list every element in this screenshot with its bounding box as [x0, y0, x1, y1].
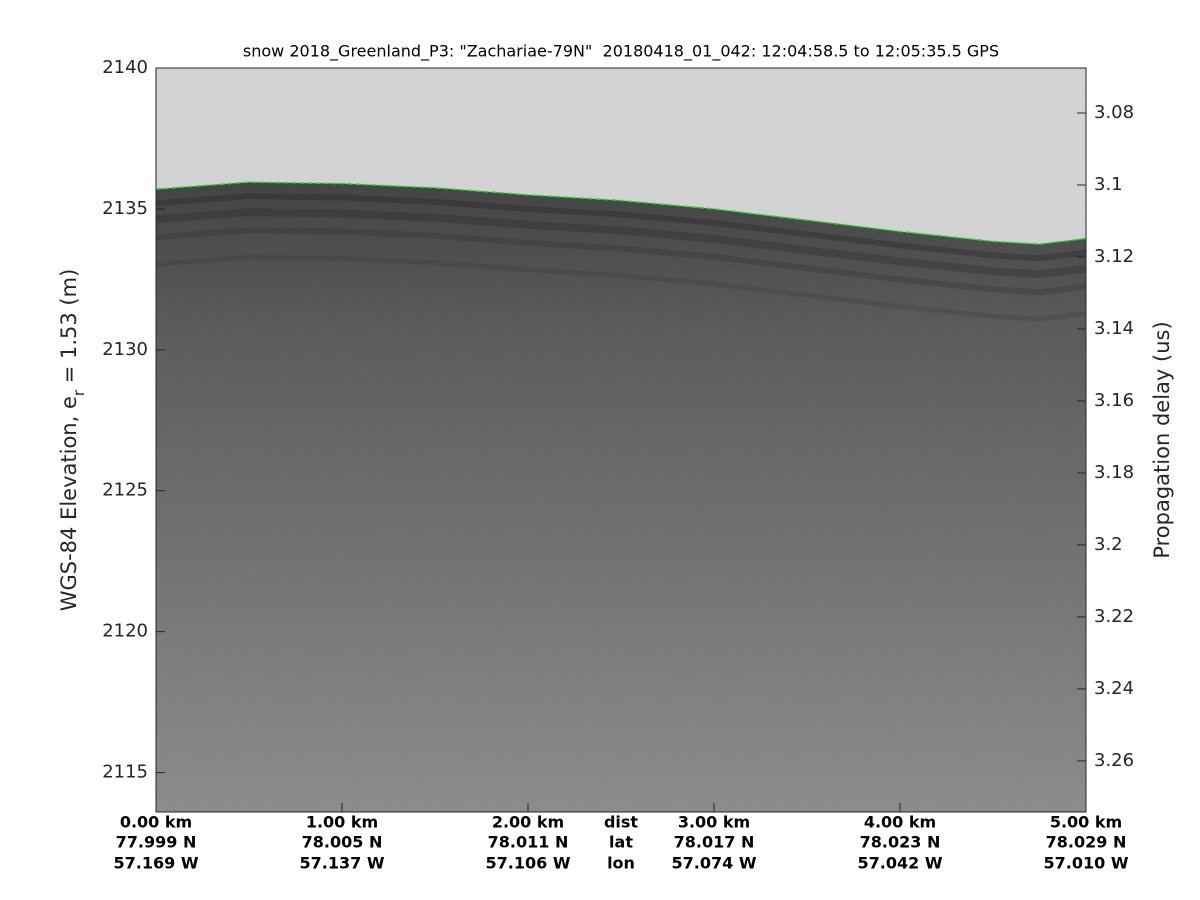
y2-tick-label: 3.08 [1094, 102, 1134, 123]
y-tick-label: 2135 [102, 198, 148, 219]
y-label-rest: = 1.53 (m) [57, 269, 81, 390]
lat-label: 77.999 N [116, 833, 197, 852]
lon-label: 57.042 W [858, 854, 943, 873]
y-label-sub: r [70, 389, 88, 396]
y2-tick-label: 3.18 [1094, 462, 1134, 483]
x-tick-label: 5.00 km [1050, 813, 1122, 832]
x-tick-label: 2.00 km [492, 813, 564, 832]
y-tick-label: 2140 [102, 57, 148, 78]
chart-title: snow 2018_Greenland_P3: "Zachariae-79N" … [243, 42, 999, 62]
y-tick-label: 2130 [102, 339, 148, 360]
lon-label: 57.010 W [1044, 854, 1129, 873]
y2-tick-label: 3.22 [1094, 606, 1134, 627]
y-label-main: WGS-84 Elevation, e [57, 396, 81, 611]
y2-tick-label: 3.2 [1094, 534, 1123, 555]
lat-label: 78.029 N [1046, 833, 1127, 852]
noise-overlay [156, 68, 1086, 812]
y-tick-label: 2115 [102, 762, 148, 783]
y-tick-label: 2120 [102, 621, 148, 642]
y2-axis-label: Propagation delay (us) [1150, 321, 1174, 558]
y2-tick-label: 3.16 [1094, 390, 1134, 411]
lat-label: 78.005 N [302, 833, 383, 852]
x-tick-label: 1.00 km [306, 813, 378, 832]
y2-tick-label: 3.12 [1094, 246, 1134, 267]
row-label: lon [607, 854, 635, 873]
x-tick-label: 3.00 km [678, 813, 750, 832]
lon-label: 57.137 W [300, 854, 385, 873]
y2-tick-label: 3.26 [1094, 750, 1134, 771]
row-label: dist [604, 813, 638, 832]
lon-label: 57.106 W [486, 854, 571, 873]
y-tick-label: 2125 [102, 480, 148, 501]
lon-label: 57.169 W [114, 854, 199, 873]
x-tick-label: 4.00 km [864, 813, 936, 832]
axes-frame [155, 67, 1087, 813]
y2-tick-label: 3.14 [1094, 318, 1134, 339]
lat-label: 78.023 N [860, 833, 941, 852]
row-label: lat [609, 833, 633, 852]
lat-label: 78.011 N [488, 833, 569, 852]
x-tick-label: 0.00 km [120, 813, 192, 832]
y2-tick-label: 3.1 [1094, 174, 1123, 195]
y-axis-label: WGS-84 Elevation, er = 1.53 (m) [57, 269, 88, 612]
y2-tick-label: 3.24 [1094, 678, 1134, 699]
lat-label: 78.017 N [674, 833, 755, 852]
lon-label: 57.074 W [672, 854, 757, 873]
